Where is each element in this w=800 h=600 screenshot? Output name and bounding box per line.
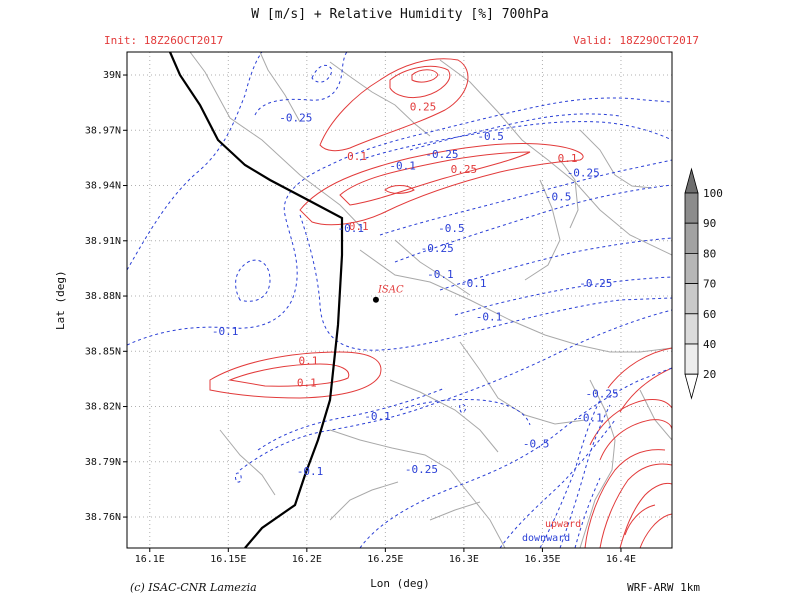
y-tick-label: 39N	[103, 70, 121, 81]
map-background	[127, 52, 672, 548]
downward-contours	[127, 52, 672, 548]
credit-label: (c) ISAC-CNR Lamezia	[130, 581, 257, 594]
x-tick-label: 16.2E	[292, 554, 322, 565]
contour-label: -0.1	[576, 412, 603, 425]
y-tick-label: 38.82N	[85, 402, 121, 413]
colorbar-swatch	[684, 313, 699, 345]
station-dot[interactable]	[372, 296, 379, 303]
contour-label: -0.1	[297, 465, 324, 478]
model-label: WRF-ARW 1km	[627, 581, 700, 594]
station-label: ISAC	[377, 285, 404, 296]
map-title: W [m/s] + Relative Humidity [%] 700hPa	[251, 7, 549, 22]
colorbar-label: 70	[703, 278, 716, 291]
contour-label: 0.25	[451, 163, 478, 176]
axes: 16.1E 16.15E 16.2E 16.25E 16.3E 16.35E 16.4E 38…	[85, 70, 636, 565]
contour-label: 0.1	[297, 377, 317, 390]
contour-label: -0.1	[460, 277, 487, 290]
contour-label: -0.1	[338, 222, 365, 235]
boundary-line	[168, 52, 344, 548]
contour-label: -0.5	[438, 222, 465, 235]
colorbar-bottom-arrow	[684, 373, 699, 400]
y-tick-label: 38.94N	[85, 181, 121, 192]
legend-upward: upward	[545, 519, 581, 530]
topography-lines	[189, 52, 672, 548]
contour-label: -0.25	[279, 111, 312, 124]
x-tick-label: 16.4E	[606, 554, 636, 565]
station-marker[interactable]: ISAC	[372, 285, 404, 303]
colorbar-label: 100	[703, 187, 723, 200]
upward-contours	[209, 58, 672, 548]
x-tick-label: 16.25E	[367, 554, 403, 565]
y-tick-label: 38.76N	[85, 512, 121, 523]
contour-label: 0.1	[349, 220, 369, 233]
colorbar-label: 20	[703, 368, 716, 381]
contour-label: -0.1	[476, 310, 503, 323]
colorbar-label: 40	[703, 338, 716, 351]
contour-label: -0.5	[523, 437, 550, 450]
x-tick-label: 16.3E	[449, 554, 479, 565]
x-tick-label: 16.1E	[135, 554, 165, 565]
x-axis-label: Lon (deg)	[370, 577, 430, 590]
graticule	[127, 52, 672, 548]
humidity-colorbar: 100 90 80 70 60 40 20	[684, 167, 723, 400]
contour-label: -0.25	[579, 277, 612, 290]
contour-label: -0.25	[586, 388, 619, 401]
colorbar-top-arrow	[684, 167, 699, 194]
contour-label: -0.1	[212, 325, 239, 338]
contour-label: -0.25	[425, 148, 458, 161]
map-frame	[126, 51, 673, 549]
colorbar-swatch	[684, 283, 699, 315]
contour-label: -0.25	[567, 167, 600, 180]
colorbar-label: 90	[703, 217, 716, 230]
legend-downward: downward	[522, 533, 570, 544]
contour-label: -0.5	[545, 191, 572, 204]
y-tick-label: 38.85N	[85, 346, 121, 357]
y-tick-label: 38.91N	[85, 236, 121, 247]
contour-label: -0.25	[421, 242, 454, 255]
y-tick-label: 38.79N	[85, 457, 121, 468]
valid-time-label: Valid: 18Z29OCT2017	[573, 34, 699, 47]
contour-label: 0.1	[558, 152, 578, 165]
colorbar-swatch	[684, 343, 699, 375]
colorbar-swatch	[684, 192, 699, 224]
y-tick-label: 38.97N	[85, 125, 121, 136]
x-tick-label: 16.35E	[524, 554, 560, 565]
contour-label: 0.1	[347, 150, 367, 163]
colorbar-label: 60	[703, 308, 716, 321]
x-tick-label: 16.15E	[210, 554, 246, 565]
colorbar-swatch	[684, 252, 699, 284]
contour-label: 0.1	[298, 355, 318, 368]
contour-label: -0.25	[405, 463, 438, 476]
contour-label: 0.25	[410, 100, 437, 113]
contour-label: -0.1	[364, 410, 391, 423]
init-time-label: Init: 18Z26OCT2017	[104, 34, 224, 47]
y-tick-label: 38.88N	[85, 291, 121, 302]
y-axis-label: Lat (deg)	[54, 270, 67, 330]
contour-label: -0.5	[477, 130, 504, 143]
contour-label: -0.1	[427, 268, 454, 281]
contour-labels: 0.25 0.1 0.25 0.1 0.1 0.1 0.1 -0.25 -0.5 -0.1 -0.2…	[212, 100, 619, 478]
colorbar-label: 80	[703, 247, 716, 260]
contour-label: -0.1	[389, 159, 416, 172]
colorbar-swatch	[684, 222, 699, 254]
